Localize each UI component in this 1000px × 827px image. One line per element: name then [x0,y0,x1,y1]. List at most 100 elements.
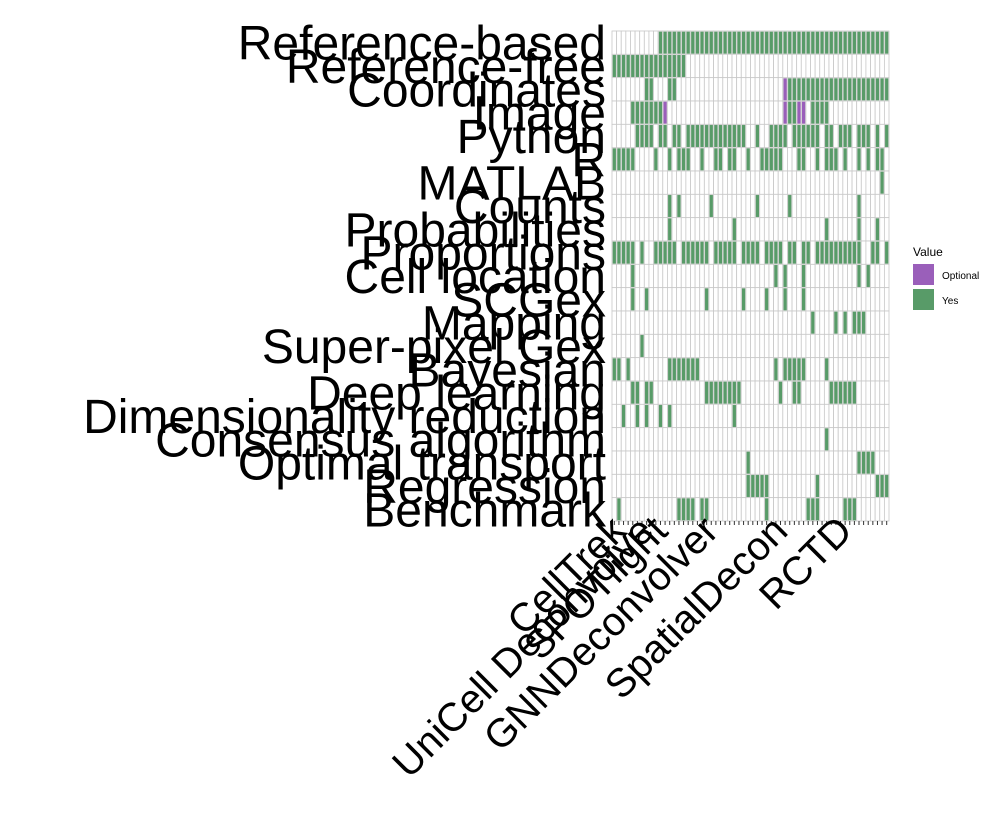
heatmap-cell-empty [865,357,871,382]
heatmap-cell-empty [800,310,807,335]
heatmap-cell-empty [639,147,645,172]
heatmap-cell-empty [713,77,719,102]
heatmap-cell-yes [861,311,866,335]
heatmap-cell-empty [782,380,788,405]
heatmap-cell-empty [685,333,691,359]
heatmap-cell-empty [750,357,756,382]
heatmap-cell-empty [883,427,890,452]
heatmap-cell-empty [833,123,839,149]
heatmap-cell-empty [860,357,867,382]
heatmap-cell-yes [842,311,848,335]
heatmap-cell-empty [680,263,687,289]
heatmap-cell-empty [722,263,728,289]
heatmap-cell-empty [768,77,774,102]
heatmap-cell-empty [879,100,885,125]
heatmap-cell-empty [708,263,714,289]
heatmap-cell-yes [815,147,820,171]
heatmap-cell-yes [704,241,709,265]
heatmap-cell-empty [787,217,793,242]
heatmap-cell-empty [639,287,645,312]
heatmap-cell-empty [736,147,742,172]
heatmap-cell-yes [815,474,820,498]
row-label: Cell location [345,251,606,304]
heatmap-cell-empty [860,217,867,242]
heatmap-cell-empty [777,217,784,242]
heatmap-cell-yes [787,101,792,125]
heatmap-cell-empty [860,147,867,172]
row-label: Counts [454,181,606,234]
heatmap-cell-yes [875,217,880,241]
heatmap-cell-empty [643,193,650,219]
heatmap-cell-yes [653,54,659,78]
heatmap-cell-empty [703,147,710,172]
heatmap-cell-empty [787,123,793,149]
heatmap-cell-empty [800,333,807,359]
heatmap-cell-yes [662,31,668,55]
heatmap-cell-empty [814,380,821,405]
heatmap-cell-empty [680,217,687,242]
heatmap-cell-empty [667,473,673,499]
heatmap-cell-empty [819,450,825,475]
heatmap-cell-empty [819,380,825,405]
heatmap-cell-empty [639,473,645,499]
heatmap-cell-empty [643,427,650,452]
heatmap-cell-empty [805,193,811,219]
heatmap-cell-empty [828,310,835,335]
heatmap-cell-empty [805,473,811,499]
heatmap-cell-empty [777,333,784,359]
heatmap-cell-empty [671,147,678,172]
heatmap-cell-yes [690,357,696,381]
heatmap-cell-empty [639,193,645,219]
heatmap-cell-empty [731,333,738,359]
heatmap-cell-empty [833,450,839,475]
heatmap-cell-empty [616,380,622,405]
heatmap-cell-yes [709,124,714,148]
heatmap-cell-empty [703,193,710,219]
heatmap-cell-yes [667,194,672,218]
heatmap-cell-empty [639,450,645,475]
heatmap-cell-empty [708,77,714,102]
heatmap-cell-yes [667,147,672,171]
heatmap-cell-empty [616,100,622,125]
heatmap-cell-yes [713,124,719,148]
heatmap-cell-empty [634,450,641,475]
heatmap-cell-empty [842,287,848,312]
heatmap-cell-empty [883,53,890,79]
heatmap-cell-empty [699,450,705,475]
heatmap-cell-empty [736,497,742,522]
heatmap-cell-empty [883,450,890,475]
heatmap-cell-empty [713,450,719,475]
heatmap-cell-empty [643,357,650,382]
heatmap-cell-empty [699,287,705,312]
heatmap-cell-empty [657,287,664,312]
heatmap-cell-empty [727,403,733,429]
heatmap-cell-empty [653,217,659,242]
row-label: Regression [363,461,606,514]
heatmap-cell-empty [630,77,636,102]
heatmap-cell-empty [662,310,668,335]
heatmap-cell-empty [717,473,724,499]
heatmap-cell-empty [768,357,774,382]
heatmap-cell-empty [874,287,881,312]
heatmap-cell-yes [764,147,769,171]
heatmap-cell-yes [630,287,635,311]
heatmap-cell-yes [773,124,779,148]
heatmap-cell-empty [671,193,678,219]
heatmap-cell-empty [616,427,622,452]
heatmap-cell-empty [643,310,650,335]
heatmap-cell-empty [810,333,816,359]
heatmap-cell-empty [796,263,802,289]
heatmap-cell-empty [703,450,710,475]
heatmap-cell-empty [662,170,668,195]
heatmap-cell-empty [796,240,802,265]
heatmap-cell-empty [847,287,853,312]
heatmap-cell-empty [847,310,853,335]
heatmap-cell-empty [800,497,807,522]
heatmap-cell-yes [796,77,802,101]
heatmap-cell-empty [773,193,779,219]
heatmap-cell-empty [639,30,645,55]
heatmap-cell-empty [699,77,705,102]
heatmap-cell-empty [847,53,853,79]
heatmap-cell-empty [740,427,747,452]
heatmap-cell-empty [736,240,742,265]
